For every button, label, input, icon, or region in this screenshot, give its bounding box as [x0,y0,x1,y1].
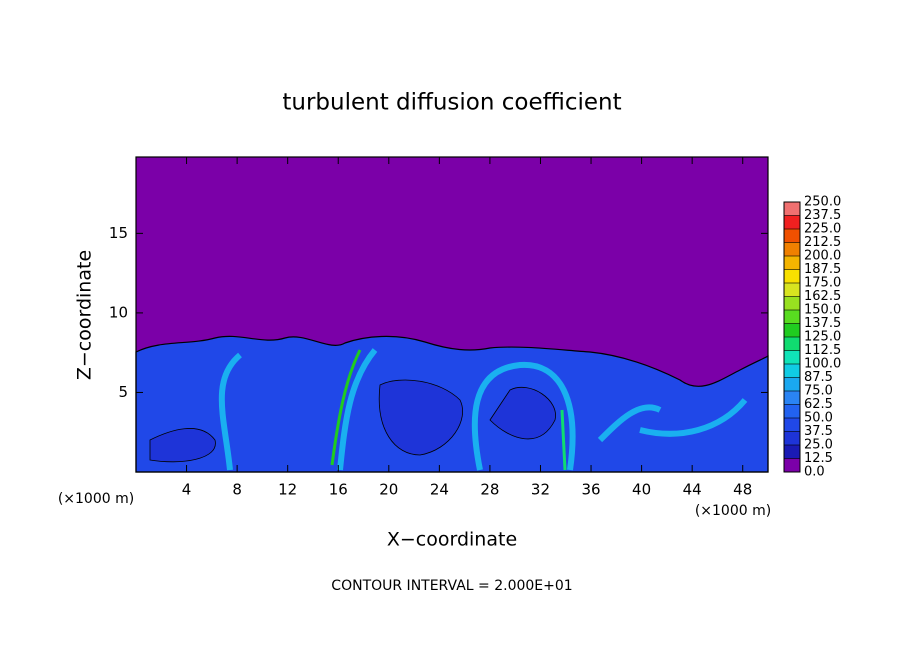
colorbar-label: 100.0 [804,357,841,372]
chart-title: turbulent diffusion coefficient [282,90,621,116]
colorbar-label: 37.5 [804,424,833,439]
x-tick-label: 8 [232,481,242,499]
y-axis-label: Z−coordinate [74,250,96,380]
colorbar-swatch [784,242,800,256]
x-tick-label: 16 [329,481,348,499]
field [135,335,769,473]
x-tick-label: 32 [531,481,550,499]
colorbar-label: 25.0 [804,438,833,453]
colorbar-swatch [784,202,800,216]
colorbar-swatch [784,337,800,351]
colorbar-label: 225.0 [804,222,841,237]
x-tick-label: 44 [683,481,702,499]
colorbar-label: 50.0 [804,411,833,426]
y-tick-label: 10 [109,303,128,321]
colorbar-swatch [784,229,800,243]
colorbar-swatch [784,310,800,324]
colorbar-swatch [784,418,800,432]
x-tick-label: 24 [430,481,449,499]
annotation: CONTOUR INTERVAL = 2.000E+01 [331,578,572,594]
colorbar-label: 112.5 [804,343,841,358]
x-tick-label: 36 [581,481,600,499]
x-tick-label: 12 [278,481,297,499]
colorbar-swatch [784,269,800,283]
colorbar-label: 175.0 [804,276,841,291]
y-unit-label: (×1000 m) [58,491,134,507]
colorbar-swatch [784,431,800,445]
x-axis-label: X−coordinate [387,529,517,551]
colorbar-swatch [784,391,800,405]
colorbar-swatch [784,283,800,297]
colorbar-label: 62.5 [804,397,833,412]
colorbar-swatch [784,364,800,378]
colorbar-label: 162.5 [804,289,841,304]
colorbar-label: 12.5 [804,451,833,466]
colorbar-label: 237.5 [804,208,841,223]
colorbar-label: 87.5 [804,370,833,385]
colorbar-swatch [784,215,800,229]
x-tick-label: 28 [480,481,499,499]
colorbar-label: 200.0 [804,249,841,264]
colorbar-label: 212.5 [804,235,841,250]
colorbar-label: 125.0 [804,330,841,345]
colorbar-swatch [784,377,800,391]
colorbar-label: 187.5 [804,262,841,277]
turbulent-core [149,379,556,463]
x-unit-label: (×1000 m) [695,503,771,519]
colorbar-label: 150.0 [804,303,841,318]
colorbar-label: 137.5 [804,316,841,331]
y-tick-label: 5 [118,383,128,401]
colorbar-swatch [784,256,800,270]
colorbar-label: 0.0 [804,465,825,480]
turbulent-streaks [218,348,748,471]
x-tick-label: 40 [632,481,651,499]
colorbar-swatch [784,458,800,472]
x-tick-label: 20 [379,481,398,499]
turbulent-streak-peak [560,409,567,471]
colorbar-swatch [784,296,800,310]
colorbar-label: 250.0 [804,195,841,210]
plot-frame [135,156,769,473]
colorbar-swatch [784,350,800,364]
colorbar-label: 75.0 [804,384,833,399]
y-tick-label: 15 [109,224,128,242]
colorbar-swatch [784,445,800,459]
x-tick-label: 48 [733,481,752,499]
colorbar-swatch [784,323,800,337]
turbulent-streak-peak [330,349,362,466]
colorbar-swatch [784,404,800,418]
x-tick-label: 4 [182,481,192,499]
